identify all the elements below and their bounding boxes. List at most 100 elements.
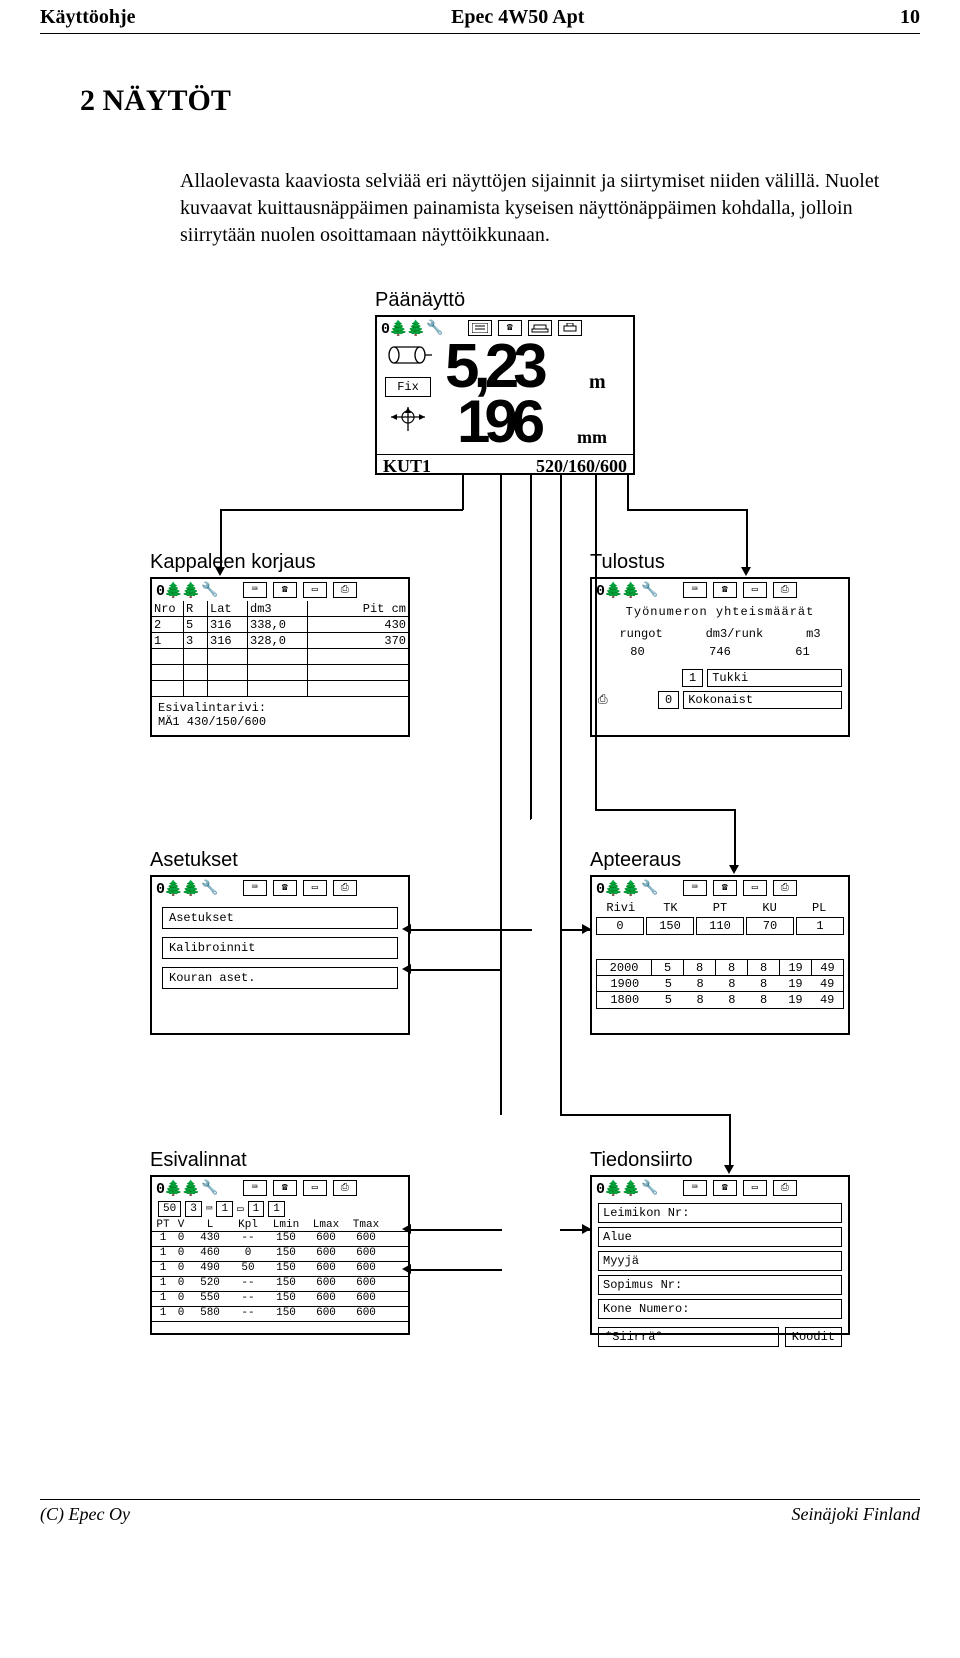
tu-h1: rungot — [619, 627, 662, 641]
kk-hdr-nro: Nro — [152, 601, 184, 616]
header-right: 10 — [900, 6, 920, 29]
icon-phone: ☎ — [273, 880, 297, 896]
tu-text2: Kokonaist — [683, 691, 842, 709]
arrow-left-icon — [402, 964, 411, 974]
screen-tiedonsiirto: 0🌲🌲🔧 ⌨☎▭⎙ Leimikon Nr: Alue Myyjä Sopimu… — [590, 1175, 850, 1335]
iconbar: 0🌲🌲🔧 ⌨☎▭⎙ — [592, 1177, 848, 1199]
wrench-icon: 🔧 — [641, 880, 658, 897]
es-h4: Kpl — [230, 1219, 266, 1231]
connector — [627, 475, 629, 509]
table-cell: 2 — [152, 617, 184, 632]
table-row: 10580--150600600 — [152, 1307, 408, 1322]
label-es: Esivalinnat — [150, 1149, 247, 1172]
table-cell — [248, 649, 308, 664]
es-h7: Tmax — [346, 1219, 386, 1231]
wrench-icon: 🔧 — [201, 1180, 218, 1197]
table-cell: 1 — [154, 1307, 172, 1321]
tu-text1: Tukki — [707, 669, 842, 687]
screen-kk: 0🌲🌲🔧 ⌨☎▭⎙ Nro R Lat dm3 Pit cm 25316338,… — [150, 577, 410, 737]
table-cell: 49 — [811, 992, 843, 1008]
header-left: Käyttöohje — [40, 6, 136, 29]
main-value-dia: 196 — [457, 387, 539, 456]
label-ts: Tiedonsiirto — [590, 1149, 693, 1172]
table-cell — [184, 681, 208, 696]
table-row — [152, 681, 408, 697]
table-row — [152, 665, 408, 681]
diameter-icon — [391, 407, 425, 435]
table-cell: 1 — [154, 1247, 172, 1261]
icon-phone: ☎ — [273, 1180, 297, 1196]
es-top1: 50 — [158, 1201, 181, 1217]
zero-trees-icon: 0🌲🌲 — [156, 879, 199, 898]
table-cell: 600 — [306, 1292, 346, 1306]
table-cell: 8 — [716, 960, 748, 975]
table-cell — [152, 665, 184, 680]
table-cell — [308, 649, 408, 664]
icon-printer: ⎙ — [333, 880, 357, 896]
kk-hdr-pit: Pit cm — [308, 601, 408, 616]
screen-asetukset: 0🌲🌲🔧 ⌨☎▭⎙ Asetukset Kalibroinnit Kouran … — [150, 875, 410, 1035]
table-cell: 5 — [184, 617, 208, 632]
ap-h1: Rivi — [596, 901, 646, 915]
table-row: 25316338,0430 — [152, 617, 408, 633]
icon-phone: ☎ — [713, 880, 737, 896]
screen-esivalinnat: 0🌲🌲🔧 ⌨☎▭⎙ 50 3 ⌨ 1 ▭ 1 1 PT V L Kpl — [150, 1175, 410, 1335]
table-cell: 150 — [266, 1277, 306, 1291]
icon-keyboard: ⌨ — [683, 880, 707, 896]
arrow-left-icon — [402, 1264, 411, 1274]
table-cell: -- — [230, 1307, 266, 1321]
wrench-icon: 🔧 — [641, 582, 658, 599]
footer-right: Seinäjoki Finland — [792, 1504, 920, 1525]
icon-printer: ⎙ — [773, 880, 797, 896]
table-cell: 0 — [172, 1307, 190, 1321]
ap-v2: 150 — [646, 917, 694, 935]
connector — [410, 1229, 502, 1231]
section-title: 2 NÄYTÖT — [80, 84, 920, 118]
table-cell — [308, 681, 408, 696]
table-cell: 520 — [190, 1277, 230, 1291]
icon-printer — [558, 320, 582, 336]
tu-h2: dm3/runk — [706, 627, 764, 641]
ap-h2: TK — [646, 901, 696, 915]
ap-v1: 0 — [596, 917, 644, 935]
label-kk: Kappaleen korjaus — [150, 551, 316, 574]
table-row: 10430--150600600 — [152, 1232, 408, 1247]
label-main: Päänäyttö — [375, 289, 465, 312]
zero-trees-icon: 0🌲🌲 — [596, 1179, 639, 1198]
table-row: 1049050150600600 — [152, 1262, 408, 1277]
iconbar: 0🌲🌲🔧 ⌨☎▭⎙ — [592, 579, 848, 601]
ts-f4: Sopimus Nr: — [598, 1275, 842, 1295]
connector — [500, 1114, 502, 1115]
ap-v4: 70 — [746, 917, 794, 935]
es-h3: L — [190, 1219, 230, 1231]
ap-h4: KU — [745, 901, 795, 915]
ts-f2: Alue — [598, 1227, 842, 1247]
table-cell: -- — [230, 1292, 266, 1306]
icon-keyboard: ⌨ — [683, 1180, 707, 1196]
connector — [560, 475, 562, 1115]
ap-v5: 1 — [796, 917, 844, 935]
table-cell: 8 — [716, 976, 748, 991]
table-cell: 600 — [346, 1292, 386, 1306]
table-cell: 150 — [266, 1292, 306, 1306]
es-top3: 1 — [216, 1201, 233, 1217]
table-cell: 600 — [346, 1307, 386, 1321]
label-tu: Tulostus — [590, 551, 665, 574]
zero-trees-icon: 0🌲🌲 — [156, 581, 199, 600]
wrench-icon: 🔧 — [426, 320, 443, 337]
es-top5: 1 — [268, 1201, 285, 1217]
table-cell — [208, 649, 248, 664]
iconbar: 0🌲🌲🔧 ⌨☎▭⎙ — [592, 877, 848, 899]
ap-h5: PL — [794, 901, 844, 915]
diagram-container: Päänäyttö Kappaleen korjaus Tulostus Ase… — [100, 289, 920, 1469]
connector — [734, 809, 736, 867]
main-footer-right: 520/160/600 — [536, 456, 627, 477]
es-h1: PT — [154, 1219, 172, 1231]
table-cell: 50 — [230, 1262, 266, 1276]
table-cell: 1 — [154, 1232, 172, 1246]
connector — [595, 809, 735, 811]
table-cell: 19 — [780, 976, 812, 991]
table-cell: 0 — [172, 1232, 190, 1246]
table-cell: 8 — [684, 960, 716, 975]
ts-f1: Leimikon Nr: — [598, 1203, 842, 1223]
